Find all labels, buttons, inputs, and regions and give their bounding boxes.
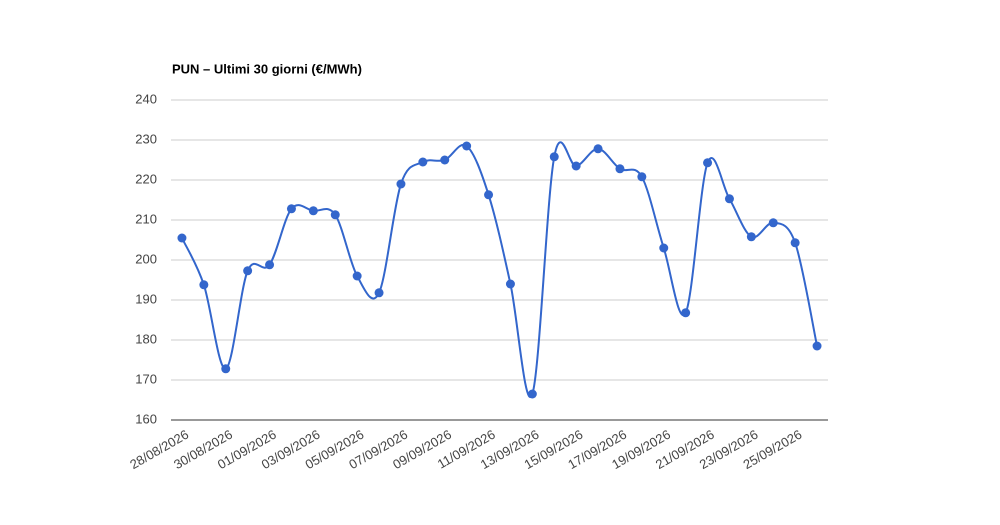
point [790, 238, 800, 248]
y-tick-label: 170 [135, 371, 157, 386]
chart-title: PUN – Ultimi 30 giorni (€/MWh) [172, 61, 362, 76]
point [703, 158, 713, 168]
point [374, 288, 384, 298]
point [484, 190, 494, 200]
point [681, 308, 691, 318]
y-tick-label: 190 [135, 291, 157, 306]
point [265, 260, 275, 270]
point [330, 210, 340, 220]
point [308, 206, 318, 216]
point [659, 243, 669, 253]
point [812, 341, 822, 351]
point [418, 157, 428, 167]
point [221, 364, 231, 374]
point [724, 194, 734, 204]
y-tick-label: 200 [135, 251, 157, 266]
y-tick-label: 160 [135, 411, 157, 426]
point [462, 141, 472, 151]
point [527, 389, 537, 399]
y-tick-label: 180 [135, 331, 157, 346]
point [637, 172, 647, 182]
point [571, 161, 581, 171]
point [549, 152, 559, 162]
y-tick-label: 240 [135, 91, 157, 106]
point [593, 144, 603, 154]
y-tick-label: 230 [135, 131, 157, 146]
point [746, 232, 756, 242]
point [505, 279, 515, 289]
point [396, 179, 406, 189]
point [177, 233, 187, 243]
y-tick-label: 210 [135, 211, 157, 226]
point [615, 164, 625, 174]
point [440, 155, 450, 165]
point [199, 280, 209, 290]
point [352, 271, 362, 281]
point [243, 266, 253, 276]
point [768, 218, 778, 228]
point [286, 204, 296, 214]
y-tick-label: 220 [135, 171, 157, 186]
